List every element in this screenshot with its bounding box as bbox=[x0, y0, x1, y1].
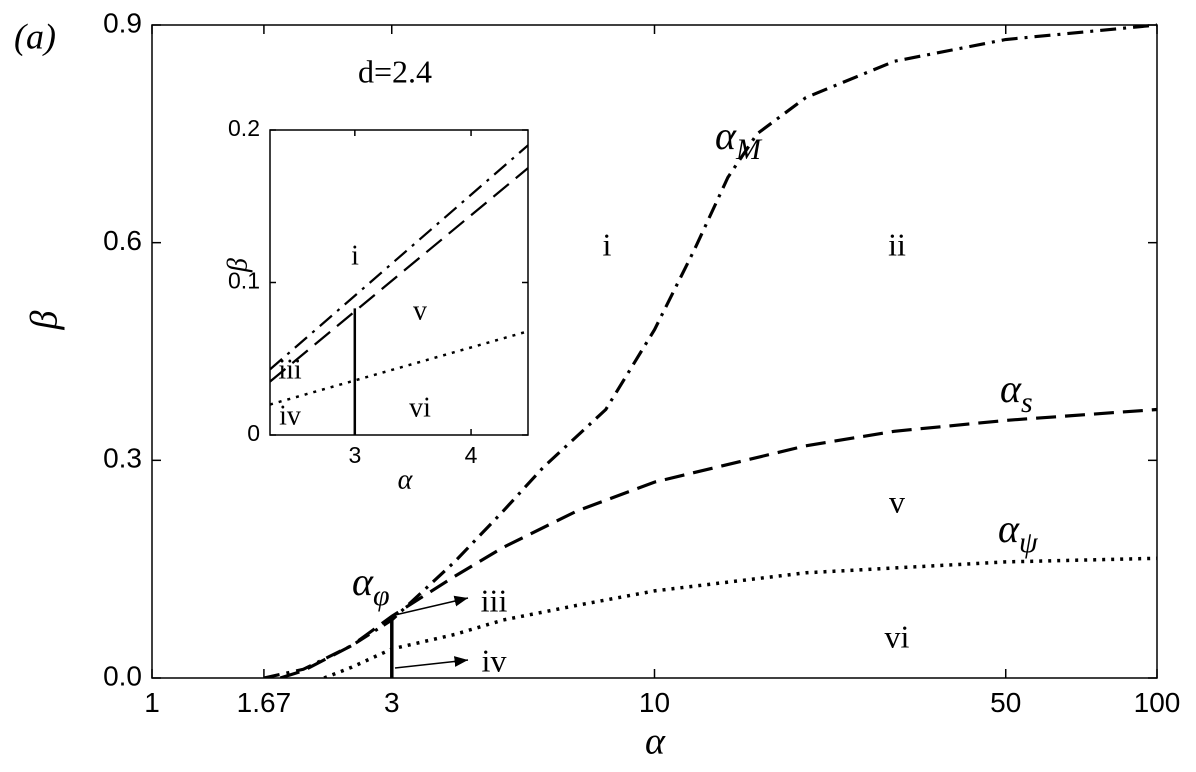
region-label: vi bbox=[885, 618, 910, 654]
y-tick-label: 0.2 bbox=[228, 115, 260, 141]
region-label: iii bbox=[278, 354, 302, 385]
y-axis-label: β bbox=[24, 310, 66, 330]
region-label: iv bbox=[482, 642, 507, 678]
inset-y-axis-label: β bbox=[222, 258, 253, 273]
y-tick-label: 0.1 bbox=[228, 268, 260, 294]
region-label: v bbox=[413, 295, 427, 326]
region-label: iv bbox=[279, 400, 301, 431]
curve-label-subscript: ψ bbox=[1019, 526, 1039, 559]
curve-label: αψ bbox=[998, 506, 1039, 559]
region-label: i bbox=[351, 240, 359, 271]
inset-x-axis-label: α bbox=[398, 464, 414, 495]
y-tick-label: 0.6 bbox=[103, 225, 142, 256]
x-tick-label: 1 bbox=[144, 687, 160, 718]
curve-label-symbol: α bbox=[715, 113, 737, 158]
region-label: i bbox=[603, 226, 612, 262]
curve-label-symbol: α bbox=[352, 559, 374, 604]
y-tick-label: 0 bbox=[247, 420, 260, 446]
curve-label-symbol: α bbox=[1000, 366, 1022, 411]
region-label: ii bbox=[888, 226, 906, 262]
curve-label-subscript: s bbox=[1021, 386, 1033, 419]
curve-label-subscript: M bbox=[735, 133, 763, 166]
x-tick-label: 3 bbox=[384, 687, 400, 718]
arrow bbox=[394, 656, 469, 669]
x-tick-label: 100 bbox=[1134, 687, 1181, 718]
x-axis-label: α bbox=[645, 721, 666, 763]
curve bbox=[279, 407, 1157, 678]
x-tick-label: 4 bbox=[465, 442, 478, 468]
curve bbox=[270, 144, 528, 371]
arrow bbox=[394, 595, 469, 616]
y-tick-label: 0.9 bbox=[103, 7, 142, 38]
x-tick-label: 3 bbox=[348, 442, 361, 468]
x-tick-label: 1.67 bbox=[237, 687, 292, 718]
region-label: iii bbox=[481, 582, 508, 618]
region-label: vi bbox=[409, 392, 431, 423]
curve bbox=[263, 23, 1157, 678]
curve-label-symbol: α bbox=[998, 506, 1020, 551]
curve-label: αs bbox=[1000, 366, 1033, 419]
x-tick-label: 10 bbox=[639, 687, 670, 718]
curve-label: αφ bbox=[352, 559, 390, 612]
region-label: v bbox=[889, 483, 905, 519]
panel-label: (a) bbox=[14, 16, 56, 56]
curve-label-subscript: φ bbox=[373, 579, 390, 612]
inset-frame bbox=[269, 129, 529, 436]
y-tick-label: 0.3 bbox=[103, 443, 142, 474]
annotation: d=2.4 bbox=[358, 53, 432, 89]
x-tick-label: 50 bbox=[990, 687, 1021, 718]
curve-label: αM bbox=[715, 113, 763, 166]
y-tick-label: 0.0 bbox=[103, 660, 142, 691]
curve bbox=[270, 167, 528, 383]
curve bbox=[323, 556, 1157, 678]
